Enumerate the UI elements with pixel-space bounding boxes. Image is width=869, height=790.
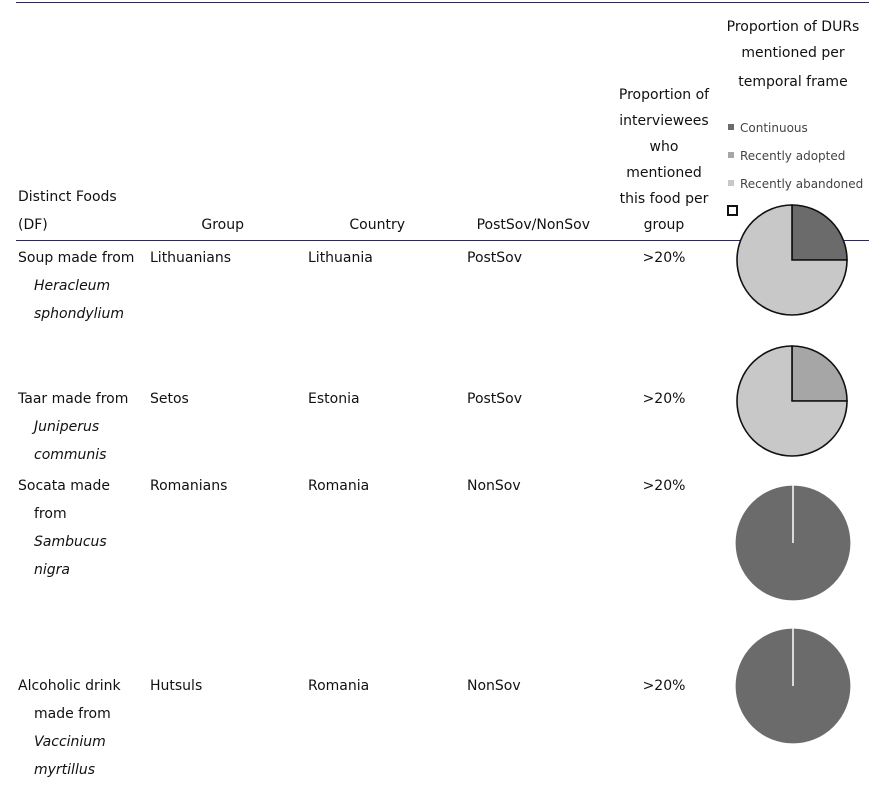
sov-cell: NonSov <box>467 478 521 494</box>
group-cell: Setos <box>150 391 189 407</box>
food-line: Taar made from <box>18 391 129 407</box>
proportion-cell: >20% <box>642 678 686 694</box>
country-cell: Romania <box>308 678 370 694</box>
food-line: from <box>34 506 67 522</box>
food-line: sphondylium <box>34 306 124 322</box>
food-line: myrtillus <box>34 762 96 778</box>
header-postsov: PostSov/NonSov <box>476 217 590 233</box>
food-line: nigra <box>34 562 70 578</box>
legend-recently-abandoned: Recently abandoned <box>728 177 863 191</box>
header-rule <box>16 240 869 241</box>
top-rule <box>16 2 869 3</box>
food-line: Juniperus <box>34 419 100 435</box>
pie-slice-recently-abandoned <box>736 345 848 457</box>
proportion-cell: >20% <box>642 250 686 266</box>
food-line: made from <box>34 706 111 722</box>
legend-swatch-continuous <box>728 124 734 130</box>
pie-chart <box>734 484 852 602</box>
food-line: Sambucus <box>34 534 107 550</box>
country-cell: Romania <box>308 478 370 494</box>
legend-recently-adopted: Recently adopted <box>728 149 845 163</box>
food-line: Soup made from <box>18 250 135 266</box>
food-line: communis <box>34 447 107 463</box>
header-dur-line2: mentioned per <box>741 45 845 61</box>
header-group: Group <box>201 217 244 233</box>
pie-chart <box>736 345 848 457</box>
food-line: Socata made <box>18 478 110 494</box>
legend-continuous: Continuous <box>728 121 808 135</box>
header-dur-line3: temporal frame <box>738 74 848 90</box>
legend-label-recently-adopted: Recently adopted <box>740 149 846 163</box>
header-dur-line1: Proportion of DURs <box>726 19 860 35</box>
header-proportion-line1: Proportion of <box>618 87 710 103</box>
legend-handle-icon <box>727 205 738 216</box>
food-line: Alcoholic drink <box>18 678 121 694</box>
country-cell: Lithuania <box>308 250 373 266</box>
sov-cell: PostSov <box>467 250 523 266</box>
food-line: Vaccinium <box>34 734 106 750</box>
group-cell: Romanians <box>150 478 228 494</box>
pie-chart <box>734 627 852 745</box>
sov-cell: PostSov <box>467 391 523 407</box>
legend-label-continuous: Continuous <box>740 121 808 135</box>
header-proportion-line2: interviewees <box>619 113 709 129</box>
legend-swatch-recently-abandoned <box>728 180 734 186</box>
header-df-line1: Distinct Foods <box>18 189 117 205</box>
pie-chart <box>736 204 848 316</box>
header-proportion-line6: group <box>643 217 685 233</box>
header-country: Country <box>349 217 405 233</box>
food-line: Heracleum <box>34 278 111 294</box>
pie-slice-recently-abandoned <box>736 204 848 316</box>
proportion-cell: >20% <box>642 391 686 407</box>
header-proportion-line5: this food per <box>619 191 709 207</box>
pie-slice-recently-adopted <box>791 345 848 402</box>
header-df-line2: (DF) <box>18 217 48 233</box>
header-proportion-line4: mentioned <box>626 165 702 181</box>
pie-slice-continuous <box>791 204 848 261</box>
legend-swatch-recently-adopted <box>728 152 734 158</box>
proportion-cell: >20% <box>642 478 686 494</box>
sov-cell: NonSov <box>467 678 521 694</box>
country-cell: Estonia <box>308 391 360 407</box>
legend-label-recently-abandoned: Recently abandoned <box>740 177 864 191</box>
header-proportion-line3: who <box>649 139 679 155</box>
group-cell: Hutsuls <box>150 678 203 694</box>
group-cell: Lithuanians <box>150 250 232 266</box>
